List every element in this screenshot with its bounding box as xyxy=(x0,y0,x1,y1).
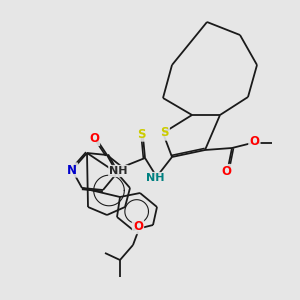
Text: O: O xyxy=(133,220,143,233)
Text: O: O xyxy=(221,165,232,178)
Text: NH: NH xyxy=(109,166,128,176)
Text: NH: NH xyxy=(146,173,165,183)
Text: S: S xyxy=(160,127,169,140)
Text: S: S xyxy=(137,128,146,140)
Text: N: N xyxy=(67,164,77,176)
Text: O: O xyxy=(89,132,99,145)
Text: O: O xyxy=(249,135,260,148)
